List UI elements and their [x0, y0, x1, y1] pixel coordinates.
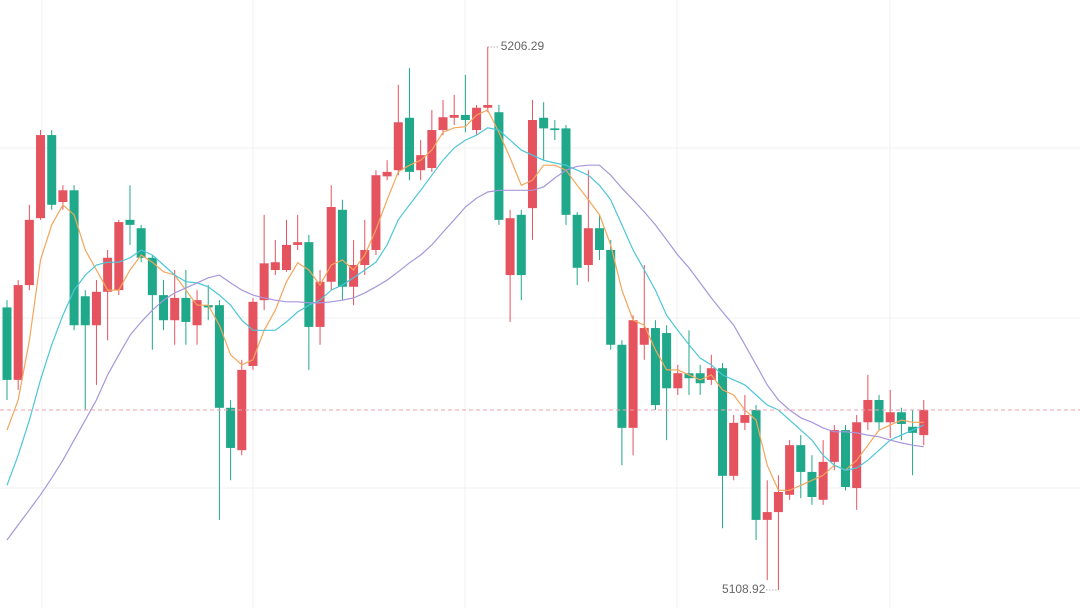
candle-body: [773, 491, 783, 513]
candle-body: [159, 295, 169, 321]
candle-body: [695, 373, 705, 384]
candle-body: [181, 297, 191, 322]
candle-body: [449, 114, 459, 118]
candle-body: [885, 412, 895, 423]
candle-body: [192, 300, 202, 326]
candle-body: [214, 305, 224, 408]
candle-body: [80, 296, 90, 326]
candle-body: [650, 328, 660, 405]
candle-body: [874, 399, 884, 423]
candle-body: [505, 218, 515, 276]
low-annotation: 5108.92: [722, 582, 766, 596]
candle-body: [550, 128, 560, 131]
candle-body: [91, 291, 101, 326]
candle-body: [896, 412, 906, 424]
candle-body: [24, 219, 34, 286]
candle-body: [47, 135, 57, 205]
moving-average-line: [6, 127, 925, 486]
candle-body: [270, 262, 280, 271]
candle-body: [617, 344, 627, 428]
candle-body: [2, 307, 12, 380]
candle-body: [583, 228, 593, 266]
moving-average-line: [6, 164, 924, 541]
candle-body: [572, 214, 582, 268]
candle-body: [69, 190, 79, 326]
candle-body: [147, 257, 157, 296]
high-annotation: 5206.29: [501, 39, 545, 53]
candle-body: [337, 209, 347, 287]
candle-body: [539, 117, 549, 129]
candle-body: [326, 207, 336, 282]
candle-body: [248, 301, 258, 366]
moving-average-line: [6, 109, 924, 491]
candle-body: [103, 257, 113, 292]
candle-body: [606, 249, 616, 345]
candle-body: [114, 222, 124, 291]
candle-body: [259, 263, 269, 301]
candle-body: [416, 155, 426, 171]
candle-body: [718, 368, 728, 476]
candle-body: [483, 104, 493, 108]
candle-body: [136, 228, 146, 258]
candle-body: [494, 112, 504, 220]
candle-body: [170, 297, 180, 321]
candle-body: [315, 281, 325, 327]
candle-body: [460, 114, 470, 121]
candle-body: [293, 242, 303, 245]
candle-body: [829, 430, 839, 462]
candle-body: [404, 117, 414, 172]
candle-body: [796, 445, 806, 472]
candle-body: [472, 107, 482, 131]
candle-body: [282, 244, 291, 271]
candle-body: [226, 407, 236, 448]
candle-body: [841, 430, 850, 487]
candle-body: [516, 214, 526, 276]
candle-body: [740, 415, 750, 423]
candle-body: [125, 219, 135, 225]
candle-body: [684, 373, 694, 379]
candle-body: [13, 285, 23, 380]
candle-body: [561, 128, 571, 215]
candle-body: [807, 471, 817, 498]
candle-body: [818, 461, 828, 500]
candle-body: [393, 122, 403, 171]
candle-body: [371, 175, 381, 250]
candle-body: [662, 333, 672, 389]
candle-body: [438, 117, 448, 131]
candle-body: [595, 228, 605, 250]
candle-body: [863, 399, 873, 423]
candle-body: [360, 249, 370, 266]
candle-body: [36, 135, 46, 219]
candle-body: [785, 445, 795, 495]
candle-body: [729, 422, 739, 476]
candle-body: [673, 373, 683, 389]
candle-body: [706, 368, 716, 380]
candle-body: [628, 320, 638, 428]
candle-body: [751, 410, 761, 520]
candle-body: [58, 190, 68, 202]
candle-body: [762, 512, 772, 520]
candle-body: [304, 242, 314, 327]
candle-body: [527, 120, 537, 209]
candle-body: [852, 422, 862, 489]
candle-body: [349, 265, 359, 287]
candle-body: [382, 171, 392, 177]
candle-body: [639, 328, 649, 345]
